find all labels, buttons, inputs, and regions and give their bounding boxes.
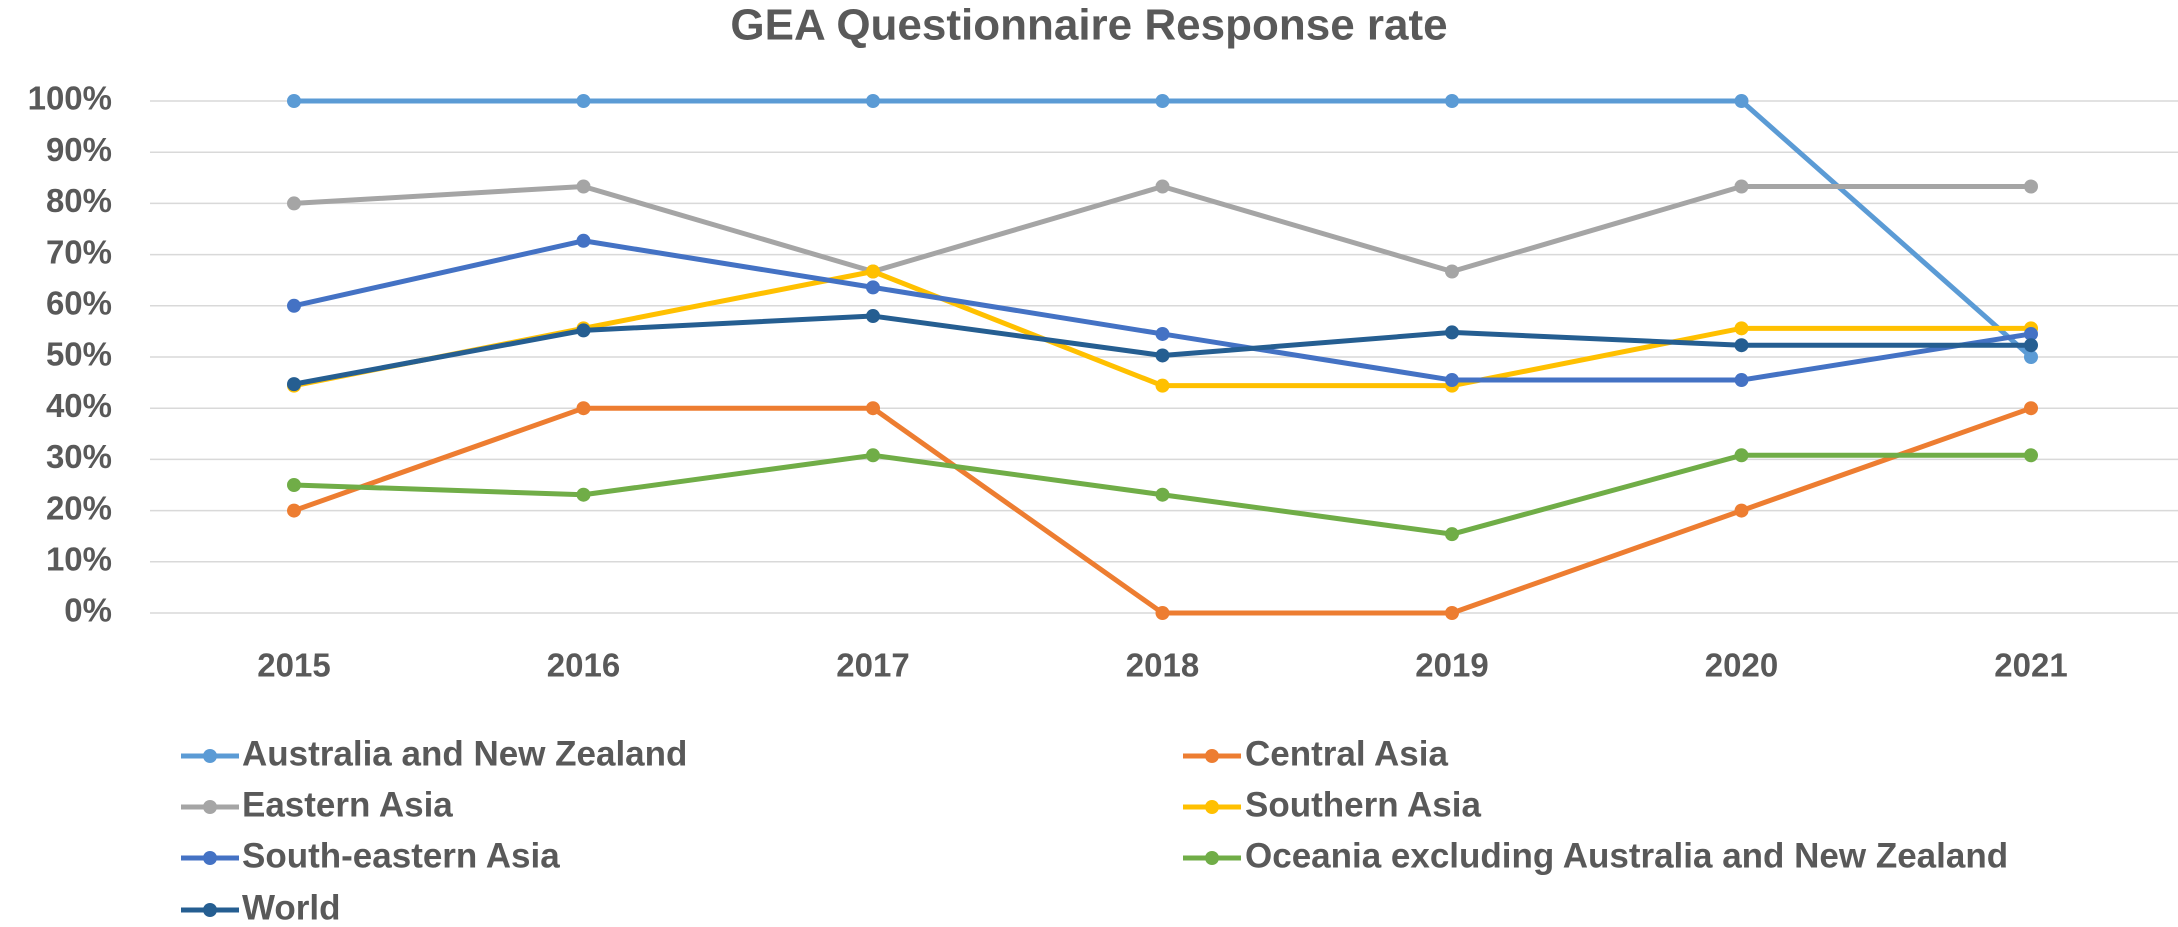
data-point: [287, 377, 301, 392]
data-point: [866, 401, 880, 416]
data-point: [576, 233, 591, 248]
x-tick-label: 2016: [547, 647, 620, 684]
data-point: [2024, 326, 2038, 341]
data-point: [287, 94, 301, 108]
chart-title: GEA Questionnaire Response rate: [730, 1, 1447, 50]
data-point: [576, 94, 591, 108]
data-point: [1155, 487, 1170, 502]
legend-marker: [203, 749, 217, 763]
series-line: [293, 184, 2031, 274]
data-point: [1445, 606, 1459, 620]
data-point: [1734, 338, 1749, 353]
legend-marker: [1205, 749, 1219, 763]
legend-marker: [1205, 851, 1219, 865]
data-point: [1155, 378, 1170, 393]
x-tick-label: 2018: [1126, 647, 1199, 684]
data-point: [1445, 94, 1459, 108]
legend-label: South-eastern Asia: [242, 836, 560, 875]
y-tick-label: 60%: [46, 285, 112, 322]
legend-marker: [203, 851, 217, 865]
data-point: [287, 196, 301, 211]
x-tick-label: 2019: [1415, 647, 1488, 684]
legend-marker: [203, 800, 217, 814]
data-point: [1734, 373, 1749, 388]
data-point: [866, 94, 880, 108]
data-point: [1155, 94, 1170, 108]
x-tick-label: 2021: [1994, 647, 2067, 684]
data-point: [576, 487, 591, 502]
data-point: [866, 448, 880, 463]
data-point: [287, 478, 301, 492]
data-point: [1734, 503, 1749, 518]
y-tick-label: 100%: [28, 80, 112, 117]
y-tick-label: 70%: [46, 233, 112, 270]
legend-marker: [203, 903, 217, 917]
data-point: [866, 264, 880, 279]
y-tick-label: 50%: [46, 336, 112, 373]
data-point: [1155, 326, 1170, 341]
data-point: [287, 298, 301, 313]
data-point: [1445, 325, 1459, 340]
y-tick-label: 20%: [46, 489, 112, 526]
y-tick-label: 40%: [46, 387, 112, 424]
y-tick-label: 30%: [46, 438, 112, 475]
data-point: [2024, 179, 2038, 194]
data-point: [1734, 448, 1749, 463]
legend-label: Australia and New Zealand: [242, 734, 687, 773]
y-tick-label: 90%: [46, 131, 112, 168]
y-tick-label: 80%: [46, 182, 112, 219]
data-point: [866, 309, 880, 324]
legend-label: Central Asia: [1245, 734, 1448, 773]
data-point: [1155, 179, 1170, 194]
data-point: [576, 401, 591, 416]
x-tick-label: 2020: [1705, 647, 1778, 684]
data-point: [1734, 179, 1749, 194]
data-point: [2024, 350, 2038, 364]
legend-label: Eastern Asia: [242, 785, 453, 824]
legend-label: Southern Asia: [1245, 785, 1481, 824]
data-point: [2024, 448, 2038, 463]
x-tick-label: 2015: [257, 647, 330, 684]
x-tick-label: 2017: [836, 647, 909, 684]
data-point: [866, 280, 880, 295]
legend-marker: [1205, 800, 1219, 814]
data-point: [2024, 401, 2038, 416]
data-point: [1445, 264, 1459, 279]
y-tick-label: 0%: [64, 592, 112, 629]
data-point: [287, 503, 301, 518]
y-tick-label: 10%: [46, 541, 112, 578]
data-point: [576, 323, 591, 338]
legend-label: World: [242, 888, 341, 927]
data-point: [1155, 606, 1170, 620]
data-point: [1445, 527, 1459, 542]
data-point: [1734, 321, 1749, 336]
data-point: [576, 179, 591, 194]
data-point: [1734, 94, 1749, 108]
legend-label: Oceania excluding Australia and New Zeal…: [1245, 836, 2008, 875]
data-point: [1155, 348, 1170, 363]
data-point: [2024, 338, 2038, 353]
series-line: [294, 98, 2033, 359]
data-point: [1445, 373, 1459, 388]
